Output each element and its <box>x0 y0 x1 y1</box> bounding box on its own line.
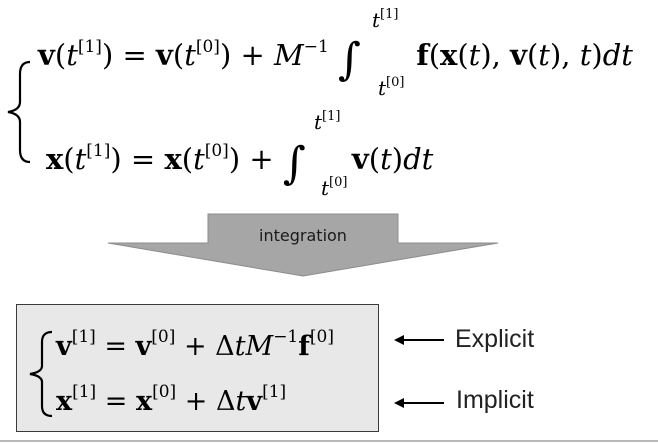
result-system-brace <box>29 330 53 418</box>
velocity-integral-upper-limit: t[1] <box>372 7 399 32</box>
velocity-integral-equation: v(t[1]) = v(t[0]) + M−1 ∫ f(x(t), v(t), … <box>38 34 633 85</box>
bottom-divider <box>0 440 658 442</box>
position-integral-lower-limit: t[0] <box>321 175 348 200</box>
integration-arrow <box>107 213 499 277</box>
position-integral-upper-limit: t[1] <box>314 109 341 134</box>
position-integral-equation: x(t[1]) = x(t[0]) + ∫ v(t)dt <box>46 138 434 189</box>
implicit-label: Implicit <box>456 386 534 414</box>
top-system-brace <box>7 60 31 164</box>
explicit-velocity-update: v[1] = v[0] + ΔtM−1f[0] <box>56 327 334 362</box>
explicit-pointer-arrow <box>394 335 444 345</box>
explicit-label: Explicit <box>455 325 535 353</box>
implicit-pointer-arrow <box>394 398 444 408</box>
discrete-update-box <box>16 304 379 432</box>
implicit-position-update: x[1] = x[0] + Δtv[1] <box>56 382 287 417</box>
velocity-integral-lower-limit: t[0] <box>378 75 405 100</box>
integration-label: integration <box>259 226 347 245</box>
